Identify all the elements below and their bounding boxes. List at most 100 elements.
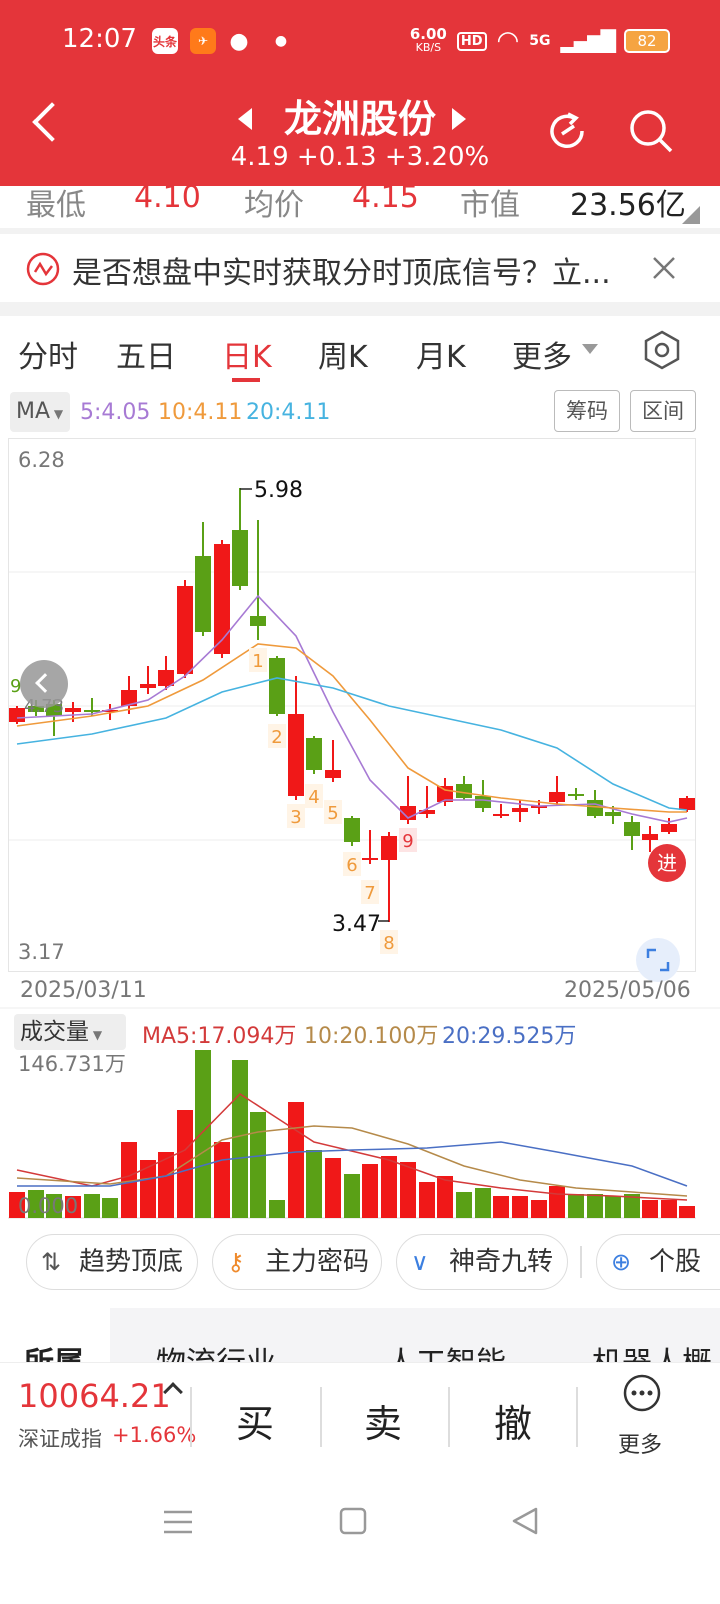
tab-yuek[interactable]: 月K [416, 340, 466, 375]
home-icon[interactable] [338, 1506, 368, 1536]
signal-5g: 5G [529, 33, 551, 49]
volume-bar [250, 1112, 266, 1218]
expand-corner-icon[interactable] [682, 206, 700, 224]
trend-chip[interactable]: ⇅ 趋势顶底 [26, 1234, 198, 1290]
tab-more[interactable]: 更多 [512, 340, 572, 375]
candle-body [84, 710, 100, 712]
more-dot-icon: ● [274, 33, 288, 49]
nine-turn-label: 1 [252, 651, 263, 672]
signal-badge[interactable]: 进 [648, 844, 686, 882]
candle-body [214, 544, 230, 654]
more-label[interactable]: 更多 [618, 1433, 663, 1458]
ma20-line [16, 677, 688, 811]
volume-bar [102, 1198, 118, 1218]
volume-bar [475, 1188, 491, 1218]
candle-body [605, 812, 621, 816]
wechat-icon: ● [229, 28, 249, 54]
tab-wuri[interactable]: 五日 [116, 340, 176, 375]
cap-label: 市值 [460, 188, 520, 223]
candle-body [195, 556, 211, 632]
menu-icon[interactable] [162, 1506, 194, 1538]
back-nav-icon[interactable] [510, 1506, 540, 1536]
volume-bar [158, 1152, 174, 1218]
candle-body [642, 834, 658, 840]
candle-body [587, 800, 603, 816]
buy-button[interactable]: 买 [236, 1402, 275, 1446]
status-time: 12:07 [62, 24, 137, 54]
vol-ma20-line [17, 1141, 688, 1187]
volume-bar [306, 1150, 322, 1218]
trend-icon: ⇅ [41, 1248, 62, 1276]
next-stock-icon[interactable] [452, 108, 466, 130]
volume-bar [605, 1196, 621, 1218]
sector-item-1[interactable]: 物流行业 [156, 1346, 276, 1364]
hd-icon: HD [456, 31, 487, 51]
volume-selector[interactable]: 成交量 ▼ [14, 1014, 126, 1050]
candle-body [475, 796, 491, 808]
candle-body [250, 616, 266, 626]
candle-body [493, 814, 509, 816]
cancel-button[interactable]: 撤 [494, 1402, 533, 1446]
close-icon[interactable] [652, 256, 676, 280]
settings-icon[interactable] [644, 330, 680, 370]
volume-bar [9, 1192, 25, 1218]
nine-turn-chip[interactable]: ∨ 神奇九转 [396, 1234, 568, 1290]
low-annotation: 3.47 [332, 912, 381, 937]
price-max-label: 6.28 [18, 448, 65, 472]
candle-body [512, 808, 528, 812]
candle-body [531, 806, 547, 808]
nine-turn-bg [287, 804, 305, 828]
candle-body [158, 670, 174, 686]
fullscreen-button[interactable] [636, 938, 680, 982]
nine-turn-label: 7 [364, 883, 375, 904]
tab-fenshi[interactable]: 分时 [18, 340, 78, 375]
notice-text: 是否想盘中实时获取分时顶底信号？立... [72, 256, 611, 291]
range-button[interactable]: 区间 [630, 390, 696, 432]
signal-bars-icon: ▂▄▆█ [560, 29, 616, 53]
index-value[interactable]: 10064.21 [18, 1377, 171, 1415]
sell-button[interactable]: 卖 [364, 1402, 403, 1446]
prev-stock-icon[interactable] [238, 108, 252, 130]
date-start: 2025/03/11 [20, 978, 147, 1003]
candle-body [325, 770, 341, 778]
high-annotation: 5.98 [254, 478, 303, 503]
refresh-icon[interactable] [544, 108, 590, 154]
signal-notice-banner[interactable]: 是否想盘中实时获取分时顶底信号？立... [0, 234, 720, 302]
system-nav-bar [0, 1470, 720, 1604]
nine-turn-label: 3 [290, 807, 301, 828]
divider [580, 1246, 582, 1278]
stock-chip[interactable]: ⊕ 个股 [596, 1234, 720, 1290]
fund-chip[interactable]: ⚷ 主力密码 [212, 1234, 382, 1290]
top-header: 12:07 头条 ✈ ● ● 6.00 KB/S HD ◠ 5G ▂▄▆█ 82 … [0, 0, 720, 186]
candle-body [306, 738, 322, 770]
kline-chart-frame[interactable] [8, 438, 696, 972]
volume-bar [642, 1200, 658, 1218]
ma-selector[interactable]: MA ▼ [10, 392, 70, 432]
sector-item-3[interactable]: 机器人概 [592, 1346, 712, 1364]
nine-turn-label: 8 [383, 933, 394, 954]
volume-bar [512, 1196, 528, 1218]
tab-rik[interactable]: 日K [222, 340, 272, 375]
collapse-left-button[interactable] [20, 660, 68, 708]
status-indicators: 6.00 KB/S HD ◠ 5G ▂▄▆█ 82 [410, 26, 670, 56]
search-icon[interactable] [626, 106, 676, 156]
ma5-line [16, 594, 688, 823]
nine-turn-label: 2 [271, 727, 282, 748]
volume-bar [568, 1194, 584, 1218]
sector-item-2[interactable]: 人工智能 [386, 1346, 506, 1364]
cap-value: 23.56亿 [570, 188, 686, 223]
volume-bar [661, 1200, 677, 1218]
chevron-left-icon [35, 673, 55, 693]
nine-turn-label: 9 [402, 831, 413, 852]
volume-bar [437, 1176, 453, 1218]
ma20-value: 20:4.11 [246, 400, 331, 425]
nine-turn-bg [305, 784, 323, 808]
tab-zhouk[interactable]: 周K [318, 340, 368, 375]
nine-turn-bg [361, 880, 379, 904]
chart-tabs: 分时 五日 日K 周K 月K 更多 [0, 318, 720, 384]
more-icon[interactable] [622, 1373, 662, 1413]
nine-turn-bg [324, 800, 342, 824]
chip-distribution-button[interactable]: 筹码 [554, 390, 620, 432]
volume-bar [624, 1194, 640, 1218]
